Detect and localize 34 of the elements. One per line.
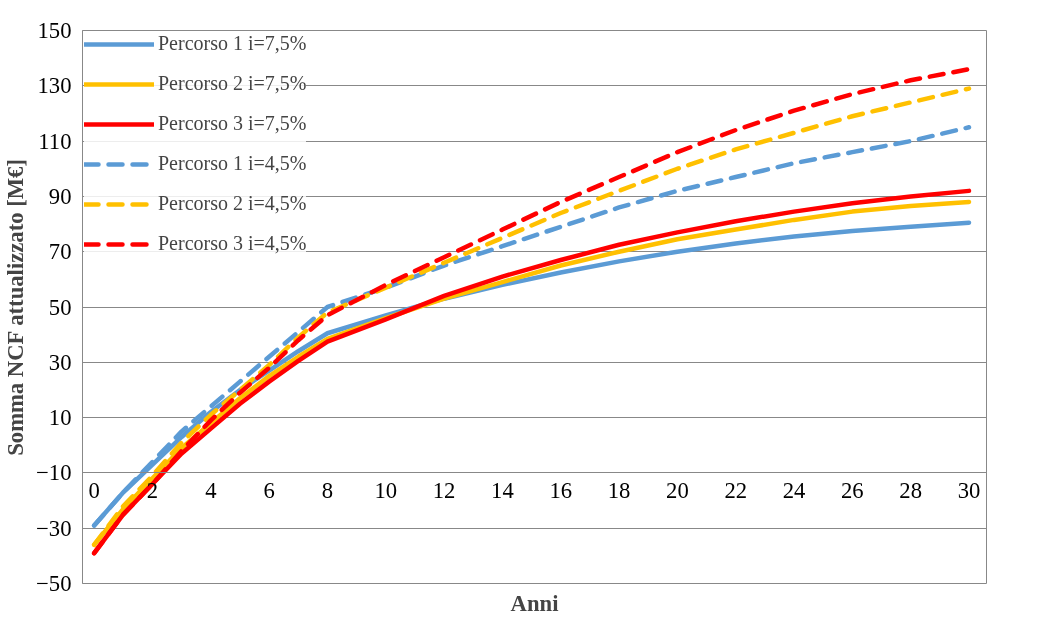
x-axis-title: Anni	[510, 590, 559, 616]
y-axis-title: Somma NCF attualizzato [M€]	[3, 159, 29, 456]
y-tick-label: 50	[48, 294, 72, 320]
legend-label: Percorso 2 i=4,5%	[158, 192, 307, 215]
x-tick-label: 28	[899, 477, 923, 503]
x-tick-label: 6	[263, 477, 275, 503]
y-tick-label: −10	[36, 460, 72, 486]
x-tick-label: 24	[782, 477, 806, 503]
y-tick-label: 110	[38, 128, 72, 154]
x-tick-label: 4	[205, 477, 217, 503]
x-tick-label: 16	[549, 477, 573, 503]
x-tick-label: 20	[666, 477, 689, 503]
x-tick-label: 30	[957, 477, 981, 503]
y-tick-label: −30	[36, 515, 72, 541]
y-tick-label: −50	[36, 571, 72, 596]
x-tick-label: 22	[724, 477, 748, 503]
y-tick-label: 70	[48, 239, 72, 265]
legend-label: Percorso 3 i=7,5%	[158, 112, 307, 135]
legend-label: Percorso 2 i=7,5%	[158, 72, 307, 95]
y-tick-label: 90	[48, 183, 72, 209]
x-tick-label: 10	[374, 477, 398, 503]
y-tick-label: 10	[48, 405, 72, 431]
x-tick-label: 12	[432, 477, 456, 503]
y-tick-label: 150	[37, 18, 72, 43]
x-tick-label: 0	[88, 477, 100, 503]
x-tick-label: 14	[491, 477, 514, 503]
x-tick-label: 8	[321, 477, 334, 503]
y-tick-label: 130	[37, 73, 72, 99]
x-tick-label: 26	[841, 477, 864, 503]
legend-label: Percorso 3 i=4,5%	[158, 232, 307, 255]
legend-label: Percorso 1 i=4,5%	[158, 152, 307, 175]
x-tick-label: 18	[607, 477, 631, 503]
y-tick-label: 30	[48, 349, 72, 375]
legend-label: Percorso 1 i=7,5%	[158, 32, 307, 55]
